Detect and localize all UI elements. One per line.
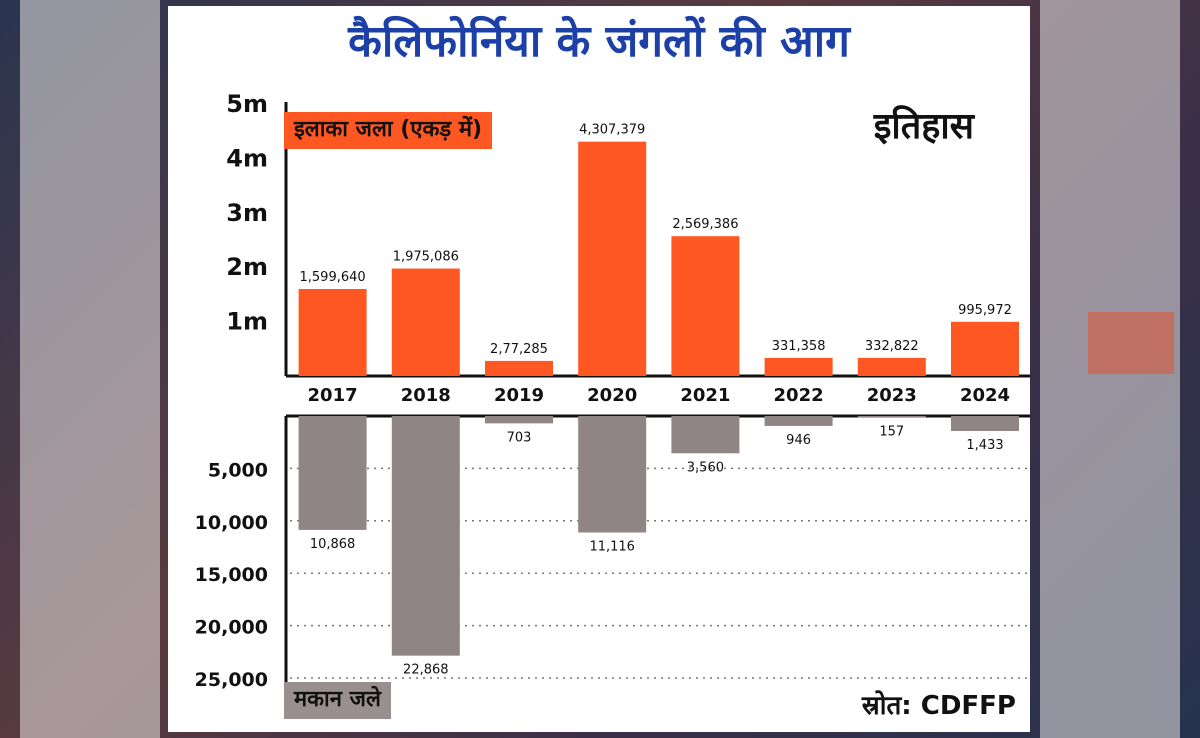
bottom-y-tick-label: 10,000 bbox=[195, 512, 268, 534]
structures-bar bbox=[578, 416, 647, 533]
area-burned-legend: इलाका जला (एकड़ में) bbox=[284, 112, 493, 149]
x-category-label: 2020 bbox=[587, 385, 637, 406]
bar-chart: 1m 2m 3m 4m 5m 1,599,640 2017 1,975,086 2018 2,77… bbox=[195, 90, 1030, 718]
background-left-panel bbox=[20, 0, 160, 738]
structures-data-label: 946 bbox=[786, 433, 811, 448]
area-burned-chart: 1m 2m 3m 4m 5m 1,599,640 2017 1,975,086 2018 2,77… bbox=[226, 90, 1030, 406]
top-y-tick-label: 4m bbox=[226, 144, 268, 172]
area-data-label: 2,77,285 bbox=[490, 342, 548, 357]
bottom-y-tick-label: 20,000 bbox=[195, 617, 268, 639]
area-bar bbox=[857, 357, 926, 376]
area-data-label: 1,599,640 bbox=[300, 270, 366, 285]
structures-data-label: 157 bbox=[879, 425, 904, 440]
x-category-label: 2019 bbox=[494, 385, 544, 406]
area-bar bbox=[578, 141, 647, 376]
background-bar bbox=[1088, 312, 1174, 374]
x-category-label: 2018 bbox=[401, 385, 451, 406]
area-data-label: 1,975,086 bbox=[393, 250, 459, 265]
structures-bar bbox=[298, 416, 367, 530]
structures-legend: मकान जले bbox=[284, 682, 391, 719]
structures-data-label: 3,560 bbox=[687, 460, 724, 475]
x-category-label: 2021 bbox=[680, 385, 730, 406]
area-bar bbox=[951, 321, 1019, 376]
top-y-tick-label: 1m bbox=[226, 308, 268, 336]
x-category-label: 2023 bbox=[867, 385, 917, 406]
top-y-tick-label: 5m bbox=[226, 90, 268, 118]
chart-subtitle: इतिहास bbox=[873, 106, 974, 147]
top-y-tick-label: 3m bbox=[226, 199, 268, 227]
structures-bar bbox=[485, 416, 553, 424]
area-bar bbox=[391, 268, 460, 376]
top-y-tick-label: 2m bbox=[226, 253, 268, 281]
area-bar bbox=[671, 236, 740, 376]
area-data-label: 995,972 bbox=[958, 303, 1012, 318]
structures-data-label: 11,116 bbox=[589, 539, 635, 554]
structures-bar bbox=[951, 416, 1019, 432]
area-bar bbox=[298, 288, 367, 376]
structures-bar bbox=[764, 416, 833, 426]
bottom-y-tick-label: 5,000 bbox=[208, 459, 268, 481]
x-category-label: 2024 bbox=[960, 385, 1010, 406]
structures-bar bbox=[391, 416, 460, 656]
source-note: स्रोत: CDFFP bbox=[861, 691, 1016, 721]
x-category-label: 2022 bbox=[774, 385, 824, 406]
structures-bar bbox=[671, 416, 740, 454]
bottom-y-tick-label: 25,000 bbox=[195, 669, 268, 691]
structures-data-label: 1,433 bbox=[966, 438, 1003, 453]
structures-data-label: 22,868 bbox=[403, 663, 449, 678]
area-data-label: 4,307,379 bbox=[579, 123, 645, 138]
structures-destroyed-chart: 5,000 10,000 15,000 20,000 25,000 10,868 22,86… bbox=[195, 414, 1030, 718]
structures-bar bbox=[857, 416, 926, 418]
chart-title: कैलिफोर्निया के जंगलों की आग bbox=[348, 16, 850, 67]
bottom-y-tick-label: 15,000 bbox=[195, 564, 268, 586]
area-data-label: 332,822 bbox=[865, 339, 919, 354]
area-data-label: 2,569,386 bbox=[672, 217, 738, 232]
area-bar bbox=[764, 357, 833, 376]
structures-data-label: 703 bbox=[507, 430, 532, 445]
x-category-label: 2017 bbox=[308, 385, 358, 406]
chart-card: कैलिफोर्निया के जंगलों की आग इतिहास 1m 2m… bbox=[168, 6, 1030, 732]
area-bar bbox=[485, 360, 553, 376]
structures-data-label: 10,868 bbox=[310, 537, 356, 552]
area-data-label: 331,358 bbox=[772, 339, 826, 354]
